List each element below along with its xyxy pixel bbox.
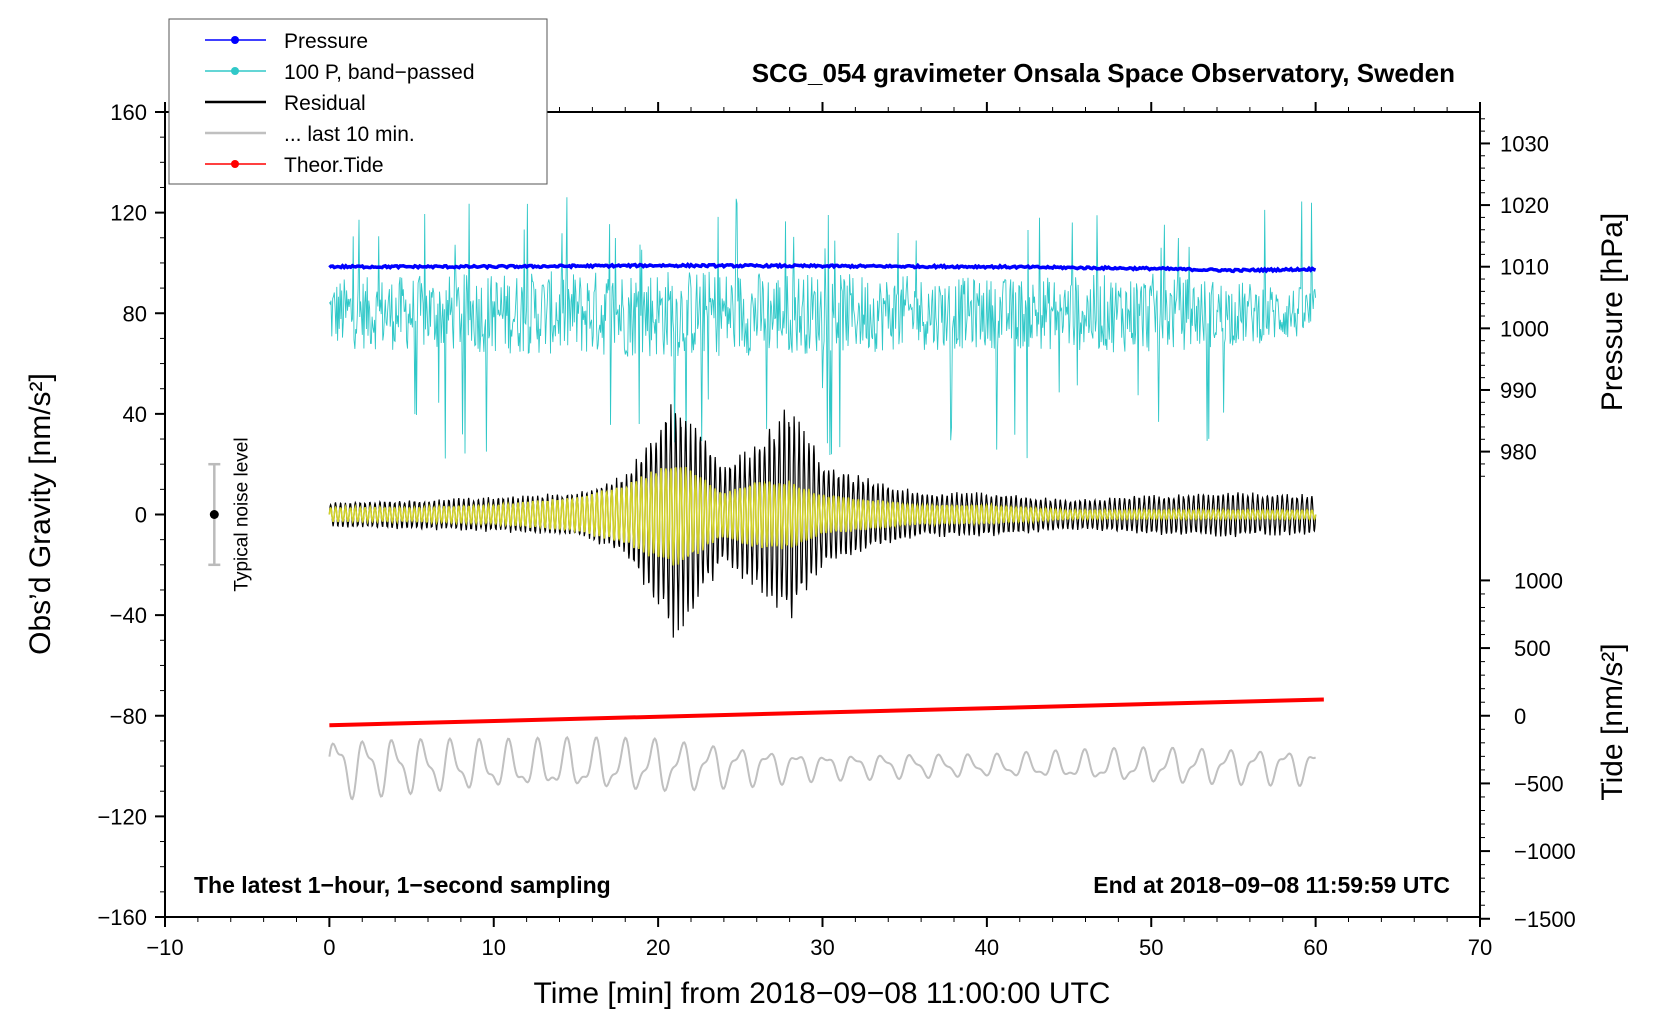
left-tick-label: 160 bbox=[110, 100, 147, 125]
left-tick-label: 40 bbox=[123, 402, 147, 427]
left-tick-label: 0 bbox=[135, 503, 147, 528]
end-time-note: End at 2018−09−08 11:59:59 UTC bbox=[1093, 872, 1450, 898]
left-tick-label: −80 bbox=[110, 704, 147, 729]
sampling-note: The latest 1−hour, 1−second sampling bbox=[194, 872, 611, 898]
legend-label: 100 P, band−passed bbox=[284, 61, 475, 84]
series-layer bbox=[328, 197, 1324, 801]
legend-marker bbox=[231, 36, 239, 44]
noise-level-label: Typical noise level bbox=[231, 437, 252, 591]
x-tick-label: 0 bbox=[323, 935, 335, 960]
pressure-axis-title: Pressure [hPa] bbox=[1596, 213, 1629, 411]
tide-tick-label: 500 bbox=[1514, 636, 1551, 661]
x-tick-label: 30 bbox=[810, 935, 834, 960]
legend-label: Residual bbox=[284, 92, 366, 115]
x-tick-label: 10 bbox=[482, 935, 506, 960]
x-tick-label: 60 bbox=[1303, 935, 1327, 960]
chart-title: SCG_054 gravimeter Onsala Space Observat… bbox=[752, 58, 1455, 88]
pressure-tick-label: 990 bbox=[1500, 378, 1537, 403]
legend-label: Theor.Tide bbox=[284, 154, 384, 177]
series-band-passed-pressure bbox=[328, 197, 1317, 459]
pressure-tick-label: 1000 bbox=[1500, 316, 1549, 341]
pressure-tick-label: 980 bbox=[1500, 440, 1537, 465]
tide-tick-label: −1500 bbox=[1514, 907, 1576, 932]
left-tick-label: −160 bbox=[97, 905, 147, 930]
pressure-tick-label: 1020 bbox=[1500, 193, 1549, 218]
tide-tick-label: −1000 bbox=[1514, 839, 1576, 864]
noise-level-center-marker bbox=[209, 510, 219, 519]
left-tick-label: −40 bbox=[110, 603, 147, 628]
pressure-tick-label: 1030 bbox=[1500, 131, 1549, 156]
legend: Pressure 100 P, band−passed Residual ... la… bbox=[168, 18, 548, 185]
left-tick-label: −120 bbox=[97, 804, 147, 829]
x-tick-label: 70 bbox=[1468, 935, 1492, 960]
tide-tick-label: 1000 bbox=[1514, 568, 1563, 593]
series-last-10-min bbox=[328, 735, 1317, 801]
left-axis: 160 120 80 40 0 −40 −80 −120 −160 bbox=[97, 100, 165, 930]
tide-tick-label: −500 bbox=[1514, 771, 1564, 796]
x-axis-title: Time [min] from 2018−09−08 11:00:00 UTC bbox=[534, 977, 1111, 1010]
series-pressure bbox=[328, 262, 1317, 274]
x-axis: −10 0 10 20 30 40 50 60 70 bbox=[146, 102, 1492, 960]
noise-level-bar: Typical noise level bbox=[208, 437, 252, 592]
legend-label: ... last 10 min. bbox=[284, 123, 415, 146]
legend-label: Pressure bbox=[284, 30, 368, 53]
series-theoretical-tide bbox=[329, 697, 1324, 728]
legend-marker bbox=[231, 67, 239, 75]
tide-axis: 1000 500 0 −500 −1000 −1500 bbox=[1480, 568, 1576, 932]
left-tick-label: 80 bbox=[123, 301, 147, 326]
series-residual-filtered bbox=[328, 466, 1317, 566]
x-tick-label: 20 bbox=[646, 935, 670, 960]
left-tick-label: 120 bbox=[110, 201, 147, 226]
x-tick-label: −10 bbox=[146, 935, 183, 960]
pressure-axis: 1030 1020 1010 1000 990 980 bbox=[1480, 118, 1549, 477]
pressure-tick-label: 1010 bbox=[1500, 255, 1549, 280]
x-tick-label: 40 bbox=[975, 935, 999, 960]
left-axis-title: Obs’d Gravity [nm/s²] bbox=[24, 373, 57, 655]
tide-tick-label: 0 bbox=[1514, 704, 1526, 729]
x-tick-label: 50 bbox=[1139, 935, 1163, 960]
legend-marker bbox=[231, 160, 239, 168]
tide-axis-title: Tide [nm/s²] bbox=[1596, 643, 1629, 800]
